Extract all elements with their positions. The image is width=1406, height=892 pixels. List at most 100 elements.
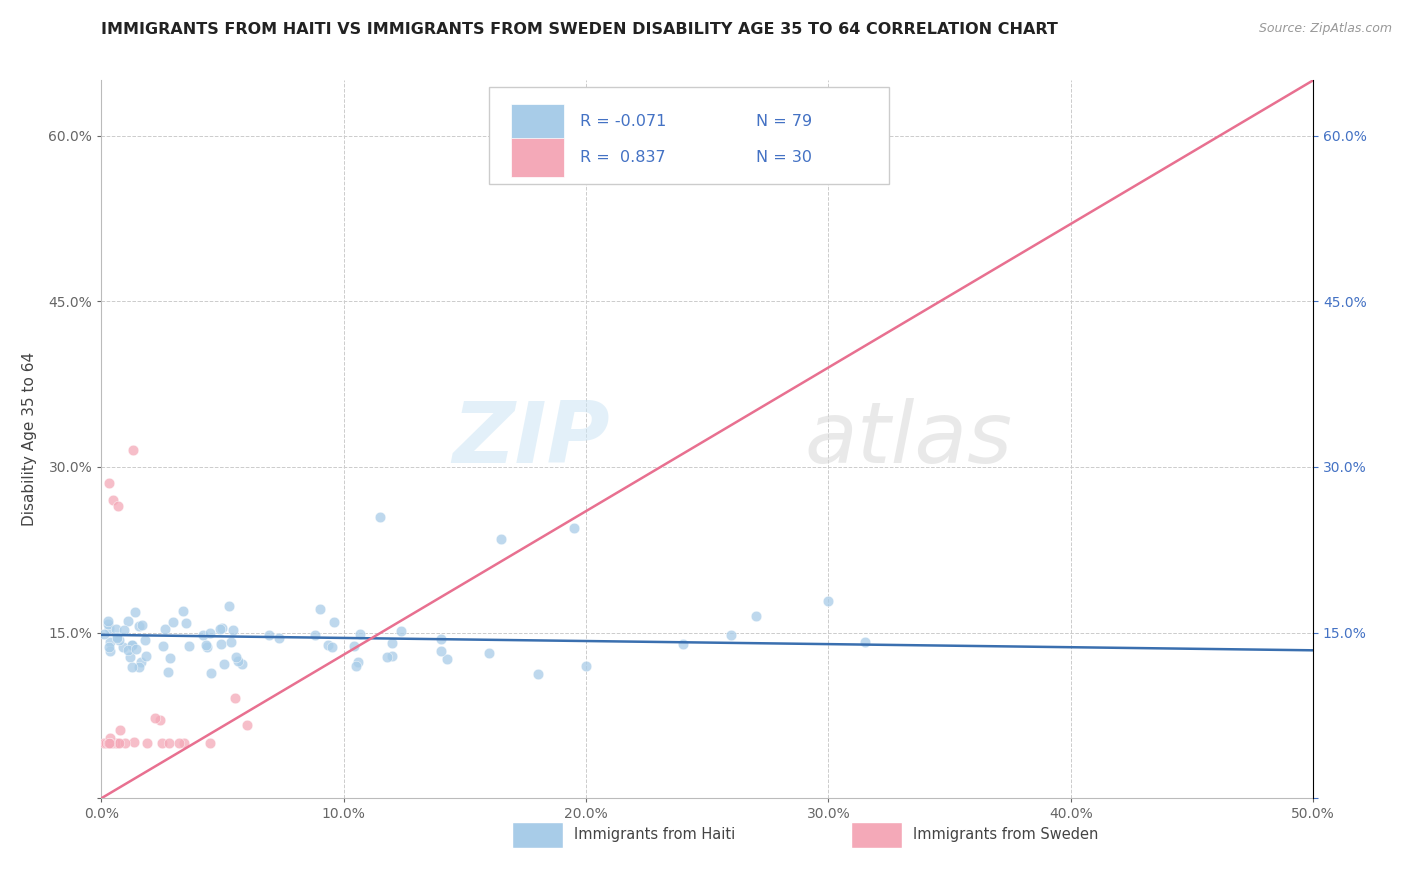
Point <box>218 599 240 614</box>
Point <box>122 735 145 749</box>
Point <box>429 644 451 658</box>
Point <box>97 621 120 635</box>
Point <box>97 736 120 750</box>
Text: Immigrants from Sweden: Immigrants from Sweden <box>914 828 1098 842</box>
Point <box>98 635 121 649</box>
Point <box>167 736 190 750</box>
Point <box>107 631 129 645</box>
Point <box>117 614 139 628</box>
FancyBboxPatch shape <box>510 104 564 143</box>
Point <box>172 604 194 618</box>
Point <box>349 627 371 641</box>
Point <box>489 532 512 546</box>
Text: R =  0.837: R = 0.837 <box>579 151 665 165</box>
Point <box>121 638 143 652</box>
Point <box>744 609 766 624</box>
Text: R = -0.071: R = -0.071 <box>579 114 666 129</box>
Point <box>94 736 117 750</box>
Text: IMMIGRANTS FROM HAITI VS IMMIGRANTS FROM SWEDEN DISABILITY AGE 35 TO 64 CORRELAT: IMMIGRANTS FROM HAITI VS IMMIGRANTS FROM… <box>101 22 1059 37</box>
Point <box>231 657 253 671</box>
Point <box>118 649 141 664</box>
Point <box>114 736 136 750</box>
Point <box>853 635 876 649</box>
Point <box>112 624 135 638</box>
Point <box>121 443 143 458</box>
Point <box>107 499 129 513</box>
Point <box>136 736 159 750</box>
Point <box>101 736 124 750</box>
Point <box>526 666 548 681</box>
Text: ZIP: ZIP <box>453 398 610 481</box>
Point <box>124 641 146 656</box>
Point <box>103 493 125 508</box>
Point <box>347 655 370 669</box>
Point <box>121 660 143 674</box>
Point <box>209 622 232 636</box>
Point <box>159 651 181 665</box>
Point <box>304 627 326 641</box>
Point <box>235 718 257 732</box>
Point <box>98 731 121 746</box>
Point <box>195 638 218 652</box>
Point <box>575 659 598 673</box>
Point <box>97 640 120 654</box>
Point <box>342 639 364 653</box>
Point <box>98 736 121 750</box>
Point <box>105 622 128 636</box>
Point <box>316 638 339 652</box>
Point <box>308 602 330 616</box>
Text: Immigrants from Haiti: Immigrants from Haiti <box>574 828 735 842</box>
Text: N = 79: N = 79 <box>755 114 811 129</box>
Point <box>429 632 451 646</box>
Text: Source: ZipAtlas.com: Source: ZipAtlas.com <box>1258 22 1392 36</box>
Point <box>478 646 501 660</box>
Point <box>124 605 146 619</box>
Point <box>381 636 404 650</box>
Point <box>157 736 180 750</box>
Point <box>128 618 150 632</box>
Point <box>321 640 343 655</box>
Point <box>672 637 695 651</box>
Point <box>269 631 291 645</box>
Point <box>817 594 839 608</box>
Text: N = 30: N = 30 <box>755 151 811 165</box>
Y-axis label: Disability Age 35 to 64: Disability Age 35 to 64 <box>22 352 37 526</box>
Point <box>177 639 200 653</box>
Point <box>219 635 242 649</box>
Point <box>562 521 585 535</box>
Point <box>105 630 128 644</box>
Point <box>211 622 233 636</box>
Point <box>212 657 235 672</box>
Point <box>97 736 120 750</box>
Point <box>162 615 184 629</box>
FancyBboxPatch shape <box>512 822 562 848</box>
Point <box>93 626 115 640</box>
Point <box>191 628 214 642</box>
Point <box>225 650 247 665</box>
Point <box>97 476 120 491</box>
Point <box>143 711 166 725</box>
Point <box>129 655 152 669</box>
Point <box>108 723 131 738</box>
Point <box>135 649 157 664</box>
Point <box>121 639 143 653</box>
Point <box>150 736 173 750</box>
Point <box>134 633 156 648</box>
Point <box>198 626 221 640</box>
Point <box>98 644 121 658</box>
Point <box>221 623 243 637</box>
Point <box>117 643 139 657</box>
Text: atlas: atlas <box>804 398 1012 481</box>
Point <box>436 651 458 665</box>
Point <box>200 736 222 750</box>
Point <box>226 654 249 668</box>
Point <box>720 628 742 642</box>
Point <box>375 649 398 664</box>
Point <box>257 628 280 642</box>
Point <box>111 640 134 655</box>
FancyBboxPatch shape <box>510 138 564 178</box>
Point <box>94 736 117 750</box>
Point <box>108 736 131 750</box>
Point <box>107 632 129 647</box>
Point <box>97 617 120 632</box>
